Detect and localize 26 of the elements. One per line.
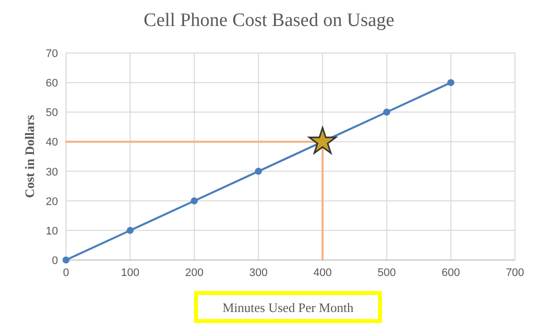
y-tick-label: 40: [46, 136, 58, 149]
x-tick-label: 500: [378, 267, 396, 279]
y-axis-title: Cost in Dollars: [22, 114, 37, 198]
y-tick-label: 50: [46, 107, 58, 120]
point: [308, 126, 337, 154]
point: [447, 79, 454, 86]
y-tick-label: 20: [46, 196, 58, 208]
x-tick-label: 100: [120, 267, 140, 279]
y-tick-label: 70: [46, 48, 58, 60]
point: [62, 256, 70, 264]
x-tick-label: 200: [185, 267, 204, 279]
x-tick-label: 0: [62, 267, 70, 279]
point: [254, 168, 262, 175]
y-tick-label: 30: [46, 166, 58, 178]
point: [126, 226, 134, 234]
y-tick-label: 10: [46, 225, 58, 238]
x-tick-label: 600: [442, 267, 460, 279]
x-axis-title: Minutes Used Per Month: [222, 300, 354, 315]
x-tick-label: 300: [249, 267, 268, 279]
y-tick-label: 0: [52, 255, 58, 267]
x-tick-label: 700: [506, 267, 524, 279]
y-tick-label: 60: [46, 78, 58, 90]
point: [383, 108, 390, 116]
point: [190, 197, 198, 204]
x-tick-label: 400: [313, 267, 332, 279]
chart-title: Cell Phone Cost Based on Usage: [144, 10, 394, 31]
